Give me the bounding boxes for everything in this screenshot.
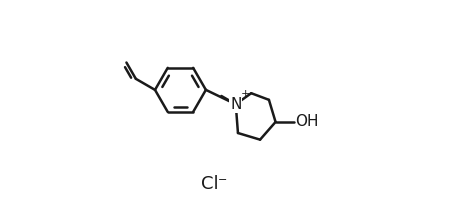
- Text: +: +: [240, 89, 249, 99]
- Text: −: −: [217, 175, 226, 185]
- Text: Cl: Cl: [201, 175, 219, 193]
- Text: OH: OH: [295, 114, 318, 129]
- Text: N: N: [230, 97, 241, 112]
